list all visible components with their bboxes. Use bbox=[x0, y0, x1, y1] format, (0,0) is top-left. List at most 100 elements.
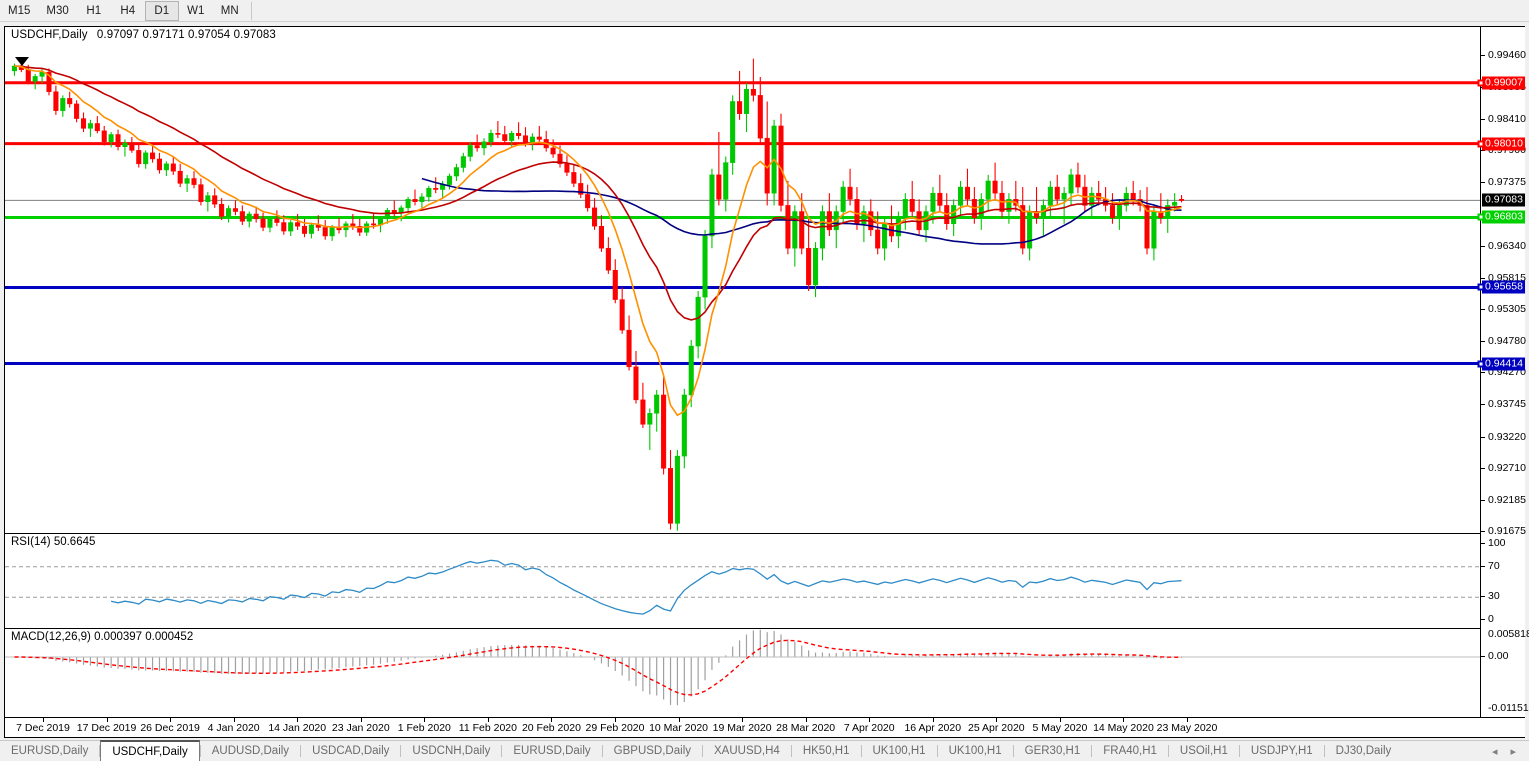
price-tick-mark bbox=[1481, 245, 1485, 247]
time-tick-mark bbox=[1187, 718, 1188, 722]
symbol-tab-hk50-h1[interactable]: HK50,H1 bbox=[802, 745, 850, 757]
candle-body bbox=[619, 299, 625, 331]
timeframe-button-mn[interactable]: MN bbox=[220, 4, 239, 17]
candle-body bbox=[170, 163, 176, 172]
symbol-tab-fra40-h1[interactable]: FRA40,H1 bbox=[1103, 745, 1157, 757]
timeframe-button-m30[interactable]: M30 bbox=[46, 4, 69, 17]
level-drag-handle[interactable] bbox=[1477, 213, 1485, 221]
symbol-tab-usdjpy-h1[interactable]: USDJPY,H1 bbox=[1250, 745, 1313, 757]
candle-body bbox=[74, 103, 80, 119]
timeframe-button-w1[interactable]: W1 bbox=[187, 4, 205, 17]
symbol-tab-usdcnh-daily[interactable]: USDCNH,Daily bbox=[412, 745, 491, 757]
candle-body bbox=[792, 211, 798, 249]
scroll-right-icon[interactable]: ▸ bbox=[1510, 745, 1516, 758]
symbol-tab-uk100-h1[interactable]: UK100,H1 bbox=[948, 745, 1002, 757]
candle-body bbox=[191, 178, 197, 185]
candle-body bbox=[806, 247, 812, 286]
time-tick-label: 14 May 2020 bbox=[1093, 722, 1154, 734]
timeframe-button-d1[interactable]: D1 bbox=[144, 0, 179, 21]
candle-body bbox=[647, 413, 653, 425]
time-tick-mark bbox=[424, 718, 426, 722]
candle-body bbox=[992, 180, 998, 194]
level-drag-handle[interactable] bbox=[1477, 140, 1485, 148]
candle-body bbox=[412, 199, 418, 203]
symbol-tab-audusd-daily[interactable]: AUDUSD,Daily bbox=[211, 745, 290, 757]
price-axis[interactable]: 0.994600.989350.984100.979000.973750.963… bbox=[1477, 27, 1529, 717]
symbol-tab-dj30-daily[interactable]: DJ30,Daily bbox=[1335, 745, 1392, 757]
symbol-tab-usoil-h1[interactable]: USOil,H1 bbox=[1179, 745, 1228, 757]
candle-body bbox=[716, 174, 722, 200]
price-pane[interactable]: USDCHF,Daily 0.97097 0.97171 0.97054 0.9… bbox=[5, 27, 1480, 532]
candle-body bbox=[654, 394, 660, 414]
macd-signal-line bbox=[14, 639, 1182, 696]
price-tick-mark bbox=[1481, 119, 1485, 121]
candle-body bbox=[433, 188, 439, 190]
price-tick-label: 0.91675 bbox=[1488, 525, 1526, 537]
candle-body bbox=[11, 65, 17, 72]
symbol-tab-eurusd-daily[interactable]: EURUSD,Daily bbox=[513, 745, 591, 757]
macd-pane[interactable]: MACD(12,26,9) 0.000397 0.000452 bbox=[5, 628, 1480, 717]
price-tick-mark bbox=[1481, 341, 1485, 343]
candle-body bbox=[730, 101, 736, 163]
time-tick-mark bbox=[805, 718, 807, 722]
level-drag-handle[interactable] bbox=[1477, 360, 1485, 368]
symbol-tab-xauusd-h4[interactable]: XAUUSD,H4 bbox=[714, 745, 780, 757]
rsi-pane[interactable]: RSI(14) 50.6645 bbox=[5, 533, 1480, 627]
timeframe-button-m15[interactable]: M15 bbox=[8, 4, 31, 17]
tab-divider bbox=[1323, 745, 1325, 757]
symbol-tab-gbpusd-daily[interactable]: GBPUSD,Daily bbox=[613, 745, 691, 757]
candle-body bbox=[605, 247, 611, 271]
candle-body bbox=[419, 196, 425, 202]
symbol-tab-uk100-h1[interactable]: UK100,H1 bbox=[872, 745, 926, 757]
candle-body bbox=[94, 123, 100, 132]
price-badge-support[interactable]: 0.96803 bbox=[1482, 210, 1525, 224]
timeframe-button-h4[interactable]: H4 bbox=[120, 4, 136, 17]
macd-scale-label: 0.00 bbox=[1488, 650, 1509, 662]
symbol-tab-ger30-h1[interactable]: GER30,H1 bbox=[1024, 745, 1081, 757]
candle-body bbox=[930, 192, 936, 212]
candle-body bbox=[861, 211, 867, 225]
candle-body bbox=[502, 134, 508, 141]
price-tick-mark bbox=[1481, 277, 1485, 279]
candle-body bbox=[357, 225, 363, 233]
rsi-plot bbox=[5, 559, 1480, 615]
time-tick-label: 4 Jan 2020 bbox=[207, 722, 260, 734]
price-badge-support[interactable]: 0.94414 bbox=[1482, 357, 1525, 371]
rsi-tick-mark bbox=[1481, 543, 1485, 544]
tab-divider bbox=[501, 745, 503, 757]
candle-body bbox=[1123, 192, 1129, 206]
level-drag-handle[interactable] bbox=[1477, 79, 1485, 87]
candle-body bbox=[757, 95, 763, 139]
price-candlestick-plot[interactable] bbox=[5, 27, 1480, 532]
chart-frame[interactable]: USDCHF,Daily 0.97097 0.97171 0.97054 0.9… bbox=[4, 26, 1529, 738]
time-tick-mark bbox=[43, 718, 44, 722]
scroll-left-icon[interactable]: ◂ bbox=[1491, 745, 1498, 758]
symbol-tab-usdchf-daily[interactable]: USDCHF,Daily bbox=[100, 740, 200, 761]
timeframe-button-h1[interactable]: H1 bbox=[86, 4, 102, 17]
price-badge-resistance[interactable]: 0.99007 bbox=[1482, 76, 1525, 90]
candle-body bbox=[101, 130, 107, 143]
candle-body bbox=[667, 468, 674, 524]
price-badge-current-price[interactable]: 0.97083 bbox=[1482, 193, 1525, 207]
price-tick-mark bbox=[1481, 467, 1485, 469]
symbol-tab-usdcad-daily[interactable]: USDCAD,Daily bbox=[312, 745, 390, 757]
candle-body bbox=[585, 194, 591, 209]
rsi-tick-mark bbox=[1481, 596, 1485, 598]
chart-ohlc-values: 0.97097 0.97171 0.97054 0.97083 bbox=[96, 29, 276, 41]
level-drag-handle[interactable] bbox=[1477, 283, 1485, 291]
candle-body bbox=[985, 180, 991, 200]
price-badge-support[interactable]: 0.95658 bbox=[1482, 280, 1525, 294]
candle-body bbox=[592, 207, 598, 227]
candle-body bbox=[840, 186, 846, 212]
candle-body bbox=[329, 227, 335, 237]
price-tick-mark bbox=[1481, 404, 1485, 406]
price-tick-label: 0.92185 bbox=[1488, 493, 1526, 506]
candle-body bbox=[115, 134, 121, 147]
time-tick-mark bbox=[170, 718, 172, 722]
price-badge-resistance[interactable]: 0.98010 bbox=[1482, 137, 1525, 151]
time-tick-mark bbox=[106, 718, 108, 722]
candle-body bbox=[1075, 174, 1081, 188]
candle-body bbox=[108, 134, 114, 143]
symbol-tab-eurusd-daily[interactable]: EURUSD,Daily bbox=[11, 745, 89, 757]
time-tick-mark bbox=[1059, 718, 1061, 722]
